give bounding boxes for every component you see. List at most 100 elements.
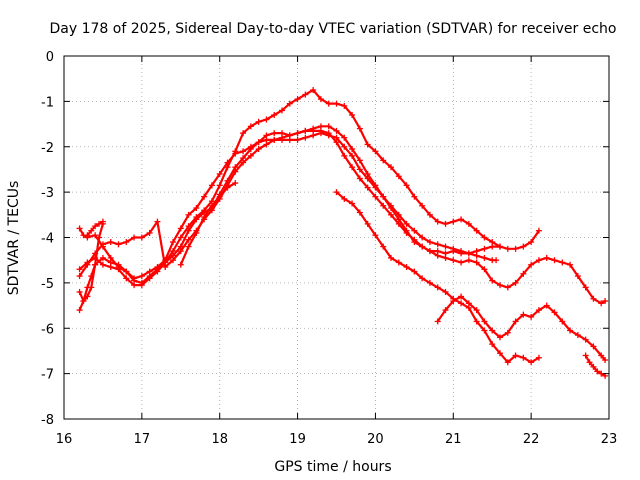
data-point bbox=[177, 261, 184, 268]
data-point bbox=[99, 241, 106, 248]
data-point bbox=[349, 164, 356, 171]
data-point bbox=[263, 132, 270, 139]
data-point bbox=[138, 234, 145, 241]
data-point bbox=[458, 300, 465, 307]
series-8 bbox=[333, 189, 542, 366]
data-point bbox=[465, 250, 472, 257]
data-point bbox=[481, 266, 488, 273]
data-point bbox=[185, 236, 192, 243]
data-point bbox=[240, 130, 247, 137]
data-point bbox=[115, 266, 122, 273]
y-tick-label: -5 bbox=[41, 277, 54, 292]
data-point bbox=[528, 359, 535, 366]
data-point bbox=[333, 100, 340, 107]
data-point bbox=[458, 250, 465, 257]
data-point bbox=[364, 184, 371, 191]
data-point bbox=[497, 350, 503, 357]
data-point bbox=[473, 307, 480, 314]
data-point bbox=[426, 211, 433, 218]
data-point bbox=[458, 216, 465, 223]
data-point bbox=[185, 211, 192, 218]
data-point bbox=[107, 239, 114, 246]
data-point bbox=[567, 327, 574, 334]
data-point bbox=[247, 152, 254, 159]
data-point bbox=[388, 164, 394, 171]
data-point bbox=[341, 152, 348, 159]
data-point bbox=[216, 170, 223, 177]
data-point bbox=[294, 96, 301, 103]
data-point bbox=[232, 168, 239, 175]
data-point bbox=[598, 300, 605, 307]
x-tick-label: 17 bbox=[134, 432, 151, 447]
data-point bbox=[395, 259, 402, 266]
data-point bbox=[333, 189, 340, 196]
data-point bbox=[255, 139, 262, 146]
data-point bbox=[388, 254, 394, 261]
data-point bbox=[380, 202, 387, 209]
data-point bbox=[473, 259, 480, 266]
data-point bbox=[294, 130, 301, 137]
data-point bbox=[123, 275, 130, 282]
data-point bbox=[84, 232, 91, 239]
data-point bbox=[76, 273, 83, 280]
data-point bbox=[325, 130, 332, 137]
data-point bbox=[528, 261, 535, 268]
data-point bbox=[356, 166, 363, 173]
data-point bbox=[403, 229, 410, 236]
y-tick-label: -2 bbox=[41, 141, 54, 156]
data-point bbox=[364, 170, 371, 177]
data-point bbox=[512, 279, 519, 286]
data-point bbox=[286, 100, 293, 107]
data-point bbox=[333, 127, 340, 134]
y-tick-label: -8 bbox=[41, 413, 54, 428]
data-point bbox=[76, 225, 83, 232]
data-point bbox=[80, 298, 87, 305]
data-point bbox=[146, 275, 153, 282]
data-point bbox=[372, 193, 379, 200]
data-point bbox=[115, 241, 122, 248]
data-point bbox=[489, 277, 496, 284]
data-point bbox=[193, 229, 200, 236]
data-point bbox=[364, 141, 371, 148]
data-point bbox=[535, 354, 542, 361]
data-point bbox=[419, 243, 426, 250]
data-point bbox=[154, 268, 161, 275]
data-point bbox=[92, 223, 99, 230]
data-point bbox=[76, 266, 83, 273]
data-point bbox=[465, 257, 472, 264]
data-point bbox=[356, 157, 363, 164]
data-point bbox=[504, 245, 511, 252]
data-point bbox=[590, 295, 597, 302]
data-point bbox=[543, 302, 550, 309]
series-9 bbox=[434, 293, 609, 364]
data-point bbox=[450, 298, 457, 305]
data-point bbox=[279, 134, 285, 141]
data-point bbox=[559, 259, 566, 266]
y-tick-label: -1 bbox=[41, 95, 54, 110]
data-point bbox=[465, 220, 472, 227]
data-point bbox=[341, 134, 348, 141]
data-point bbox=[247, 146, 254, 153]
data-point bbox=[349, 152, 356, 159]
data-point bbox=[177, 234, 184, 241]
data-point bbox=[123, 268, 130, 275]
data-point bbox=[372, 182, 379, 189]
series-10 bbox=[582, 352, 609, 379]
data-point bbox=[403, 263, 410, 270]
data-point bbox=[341, 102, 348, 109]
data-point bbox=[341, 195, 348, 202]
data-point bbox=[162, 263, 169, 270]
x-tick-label: 20 bbox=[367, 432, 384, 447]
data-point bbox=[594, 368, 601, 375]
data-point bbox=[481, 318, 488, 325]
series-line bbox=[78, 132, 498, 280]
data-point bbox=[458, 259, 465, 266]
data-point bbox=[131, 234, 138, 241]
data-point bbox=[535, 307, 542, 314]
data-point bbox=[403, 182, 410, 189]
data-point bbox=[263, 116, 270, 123]
data-point bbox=[356, 175, 363, 182]
data-point bbox=[193, 205, 200, 212]
data-point bbox=[535, 257, 542, 264]
